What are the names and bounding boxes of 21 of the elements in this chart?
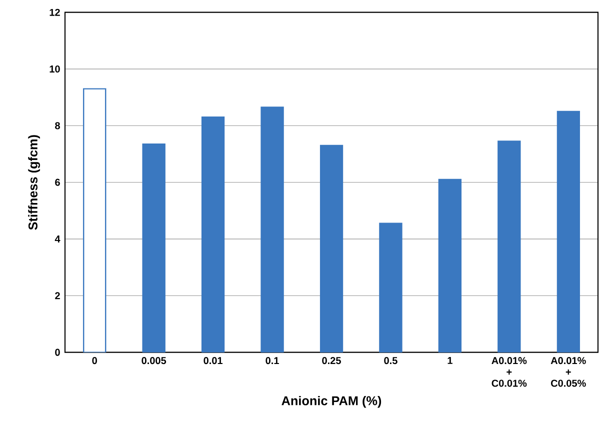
y-tick-label: 4 [54, 236, 60, 242]
bar [201, 116, 225, 352]
bar [142, 143, 166, 352]
y-tick-label: 2 [55, 292, 60, 300]
x-tick-label: A0.01% + C0.05% [550, 357, 586, 387]
y-axis-title: Stiffness (gfcm) [28, 135, 40, 230]
y-tick-label: 10 [50, 65, 60, 73]
x-tick-label: 0 [92, 357, 97, 364]
y-tick-label: 0 [55, 348, 60, 356]
x-tick-label: 0.5 [384, 357, 398, 364]
bar [379, 222, 402, 352]
x-tick-label: A0.01% + C0.01% [492, 357, 527, 387]
x-tick-label: 0.25 [322, 357, 341, 364]
y-tick-label: 6 [55, 178, 60, 186]
x-tick-label: 0.1 [266, 357, 279, 364]
x-tick-label: 1 [448, 357, 452, 364]
x-tick-label: 0.01 [204, 357, 223, 364]
x-axis-title: Anionic PAM (%) [282, 396, 382, 408]
x-tick-label: 0.005 [142, 357, 166, 364]
y-tick-label: 8 [55, 122, 60, 130]
y-tick-label: 12 [50, 8, 60, 16]
